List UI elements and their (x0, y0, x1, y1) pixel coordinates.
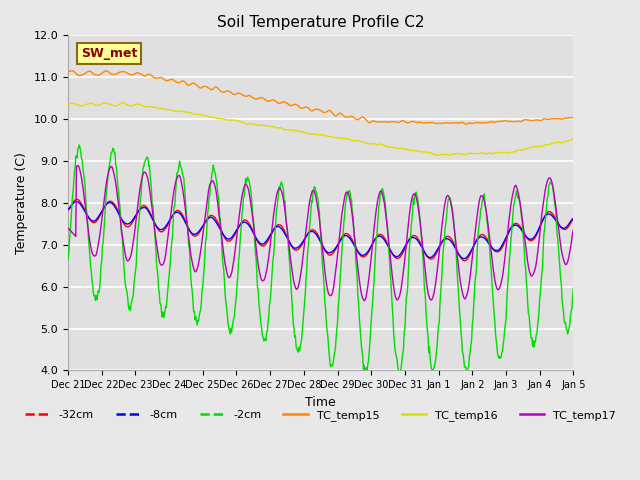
Text: SW_met: SW_met (81, 47, 137, 60)
Legend: -32cm, -8cm, -2cm, TC_temp15, TC_temp16, TC_temp17: -32cm, -8cm, -2cm, TC_temp15, TC_temp16,… (21, 406, 620, 425)
X-axis label: Time: Time (305, 396, 336, 408)
Y-axis label: Temperature (C): Temperature (C) (15, 152, 28, 254)
Title: Soil Temperature Profile C2: Soil Temperature Profile C2 (217, 15, 424, 30)
